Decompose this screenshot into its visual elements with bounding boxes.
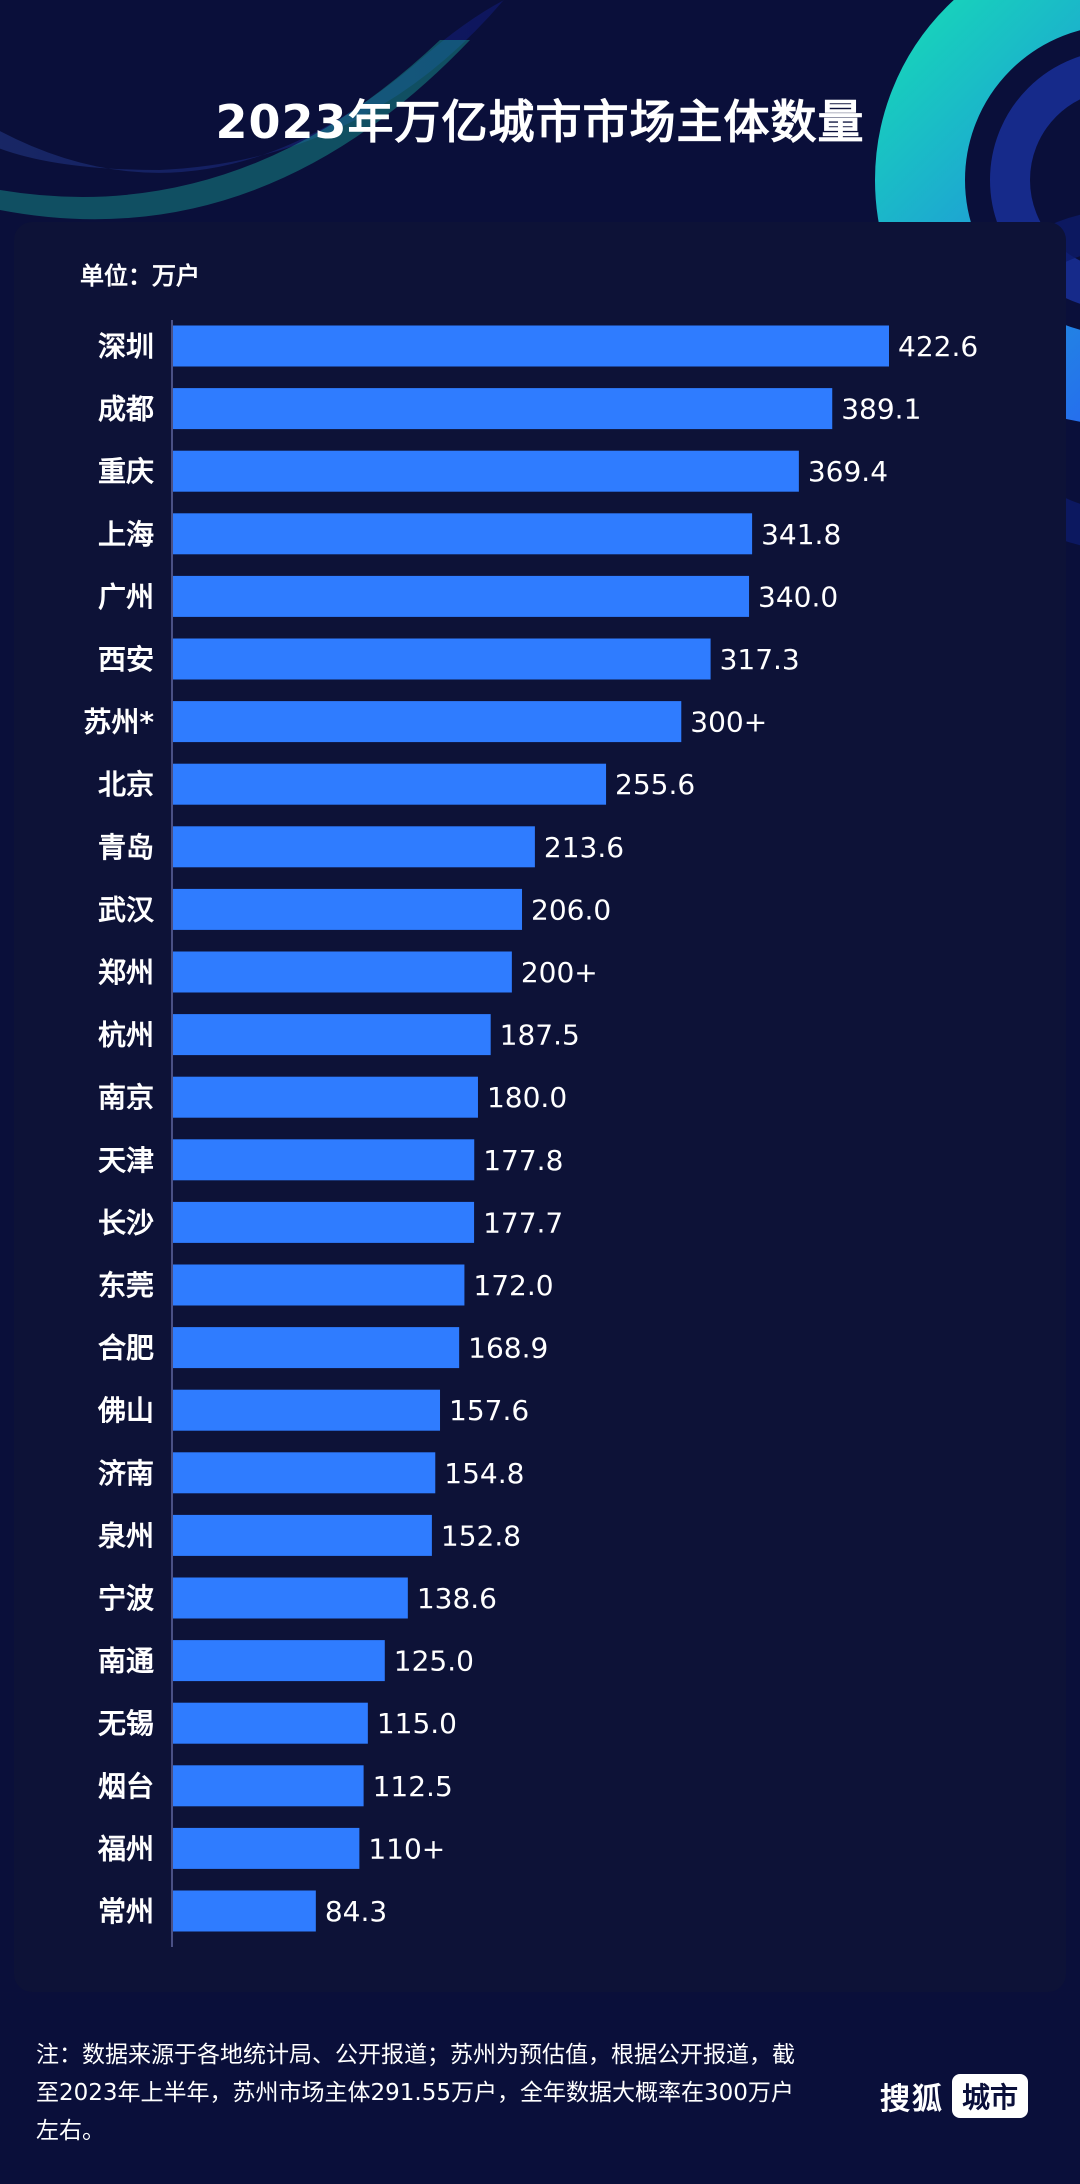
category-label: 常州 <box>98 1895 154 1928</box>
value-label: 125.0 <box>394 1645 474 1678</box>
bar <box>173 1514 432 1556</box>
category-label: 成都 <box>98 393 154 426</box>
category-label: 长沙 <box>98 1206 154 1239</box>
value-label: 340.0 <box>758 580 838 613</box>
category-label: 南京 <box>98 1081 154 1114</box>
bar <box>173 1264 465 1306</box>
value-label: 200+ <box>521 956 598 989</box>
value-label: 115.0 <box>377 1707 457 1740</box>
category-label: 青岛 <box>98 831 154 864</box>
category-label: 苏州* <box>83 706 154 739</box>
bar <box>173 763 607 805</box>
bar <box>173 1890 316 1932</box>
bar <box>173 1765 364 1807</box>
bar <box>173 1389 441 1431</box>
value-label: 110+ <box>368 1832 445 1865</box>
category-label: 杭州 <box>98 1019 154 1052</box>
bar <box>173 1827 360 1869</box>
category-label: 天津 <box>98 1144 154 1177</box>
logo-text: 搜狐 <box>880 2082 944 2117</box>
value-label: 317.3 <box>720 643 800 676</box>
category-label: 佛山 <box>97 1394 154 1427</box>
value-label: 168.9 <box>468 1332 548 1365</box>
category-label: 泉州 <box>98 1519 154 1552</box>
category-label: 东莞 <box>98 1269 154 1302</box>
value-label: 177.8 <box>483 1144 563 1177</box>
value-label: 300+ <box>690 706 767 739</box>
value-label: 84.3 <box>325 1895 387 1928</box>
value-label: 177.7 <box>483 1206 563 1239</box>
bar <box>173 826 535 868</box>
value-label: 138.6 <box>417 1582 497 1615</box>
value-label: 187.5 <box>500 1019 580 1052</box>
category-label: 重庆 <box>98 455 154 488</box>
bar <box>173 1076 478 1118</box>
bar <box>173 888 523 930</box>
value-label: 341.8 <box>761 518 841 551</box>
value-label: 157.6 <box>449 1394 529 1427</box>
bar <box>173 1139 475 1181</box>
value-label: 369.4 <box>808 455 888 488</box>
category-label: 福州 <box>97 1832 154 1865</box>
category-label: 北京 <box>98 768 154 801</box>
category-label: 郑州 <box>98 956 154 989</box>
category-label: 无锡 <box>98 1707 154 1740</box>
bar <box>173 1577 408 1619</box>
value-label: 112.5 <box>373 1770 453 1803</box>
category-label: 武汉 <box>98 893 155 926</box>
value-label: 154.8 <box>444 1457 524 1490</box>
category-label: 深圳 <box>98 330 154 363</box>
bar <box>173 450 799 492</box>
bar <box>173 701 682 743</box>
bar <box>173 1014 491 1056</box>
category-label: 上海 <box>98 518 154 551</box>
bar <box>173 575 750 617</box>
bar <box>173 1640 385 1682</box>
value-label: 206.0 <box>531 893 611 926</box>
bar <box>173 638 711 680</box>
value-label: 389.1 <box>841 393 921 426</box>
page-title: 2023年万亿城市市场主体数量 <box>215 95 865 149</box>
value-label: 152.8 <box>441 1519 521 1552</box>
value-label: 213.6 <box>544 831 624 864</box>
category-label: 西安 <box>98 643 154 676</box>
bar <box>173 1201 475 1243</box>
category-label: 宁波 <box>98 1582 155 1615</box>
bar <box>173 951 512 993</box>
category-label: 南通 <box>98 1645 154 1678</box>
footnote: 注：数据来源于各地统计局、公开报道；苏州为预估值，根据公开报道，截至2023年上… <box>36 2042 795 2144</box>
category-label: 合肥 <box>98 1332 154 1365</box>
value-label: 255.6 <box>615 768 695 801</box>
sohu-city-logo: 搜狐 城市 <box>880 2074 1029 2118</box>
bar <box>173 388 833 430</box>
unit-label: 单位：万户 <box>80 262 200 290</box>
category-label: 广州 <box>98 580 154 613</box>
value-label: 422.6 <box>898 330 978 363</box>
bar <box>173 1702 368 1744</box>
value-label: 180.0 <box>487 1081 567 1114</box>
logo-badge: 城市 <box>952 2074 1029 2118</box>
value-label: 172.0 <box>473 1269 553 1302</box>
category-label: 烟台 <box>98 1770 154 1803</box>
bar <box>173 325 889 367</box>
bar <box>173 1452 436 1494</box>
bar <box>173 1327 460 1369</box>
bar <box>173 513 753 555</box>
category-label: 济南 <box>98 1457 154 1490</box>
